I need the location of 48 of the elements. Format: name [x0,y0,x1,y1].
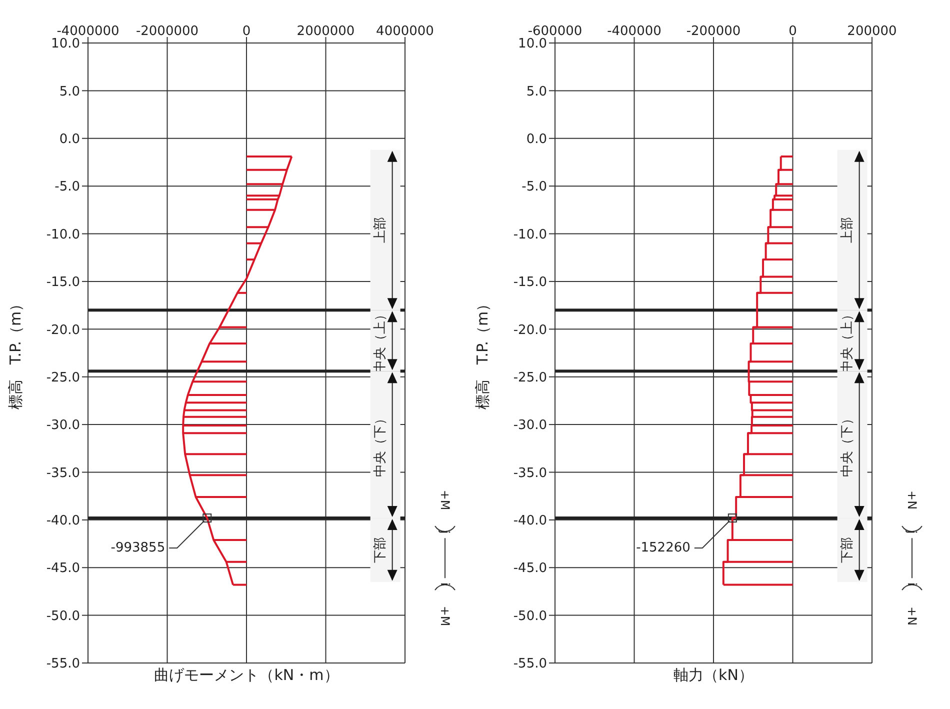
y-tick-label: -5.0 [54,180,80,195]
band-label: 中央（下） [840,412,855,478]
y-tick-label: -45.0 [513,561,547,576]
band-label: 上部 [372,216,388,243]
y-tick-label: -15.0 [513,275,547,290]
y-tick-label: -25.0 [513,370,547,386]
y-tick-label: -10.0 [513,227,547,242]
y-tick-label: -40.0 [46,514,80,529]
y-tick-label: -30.0 [513,418,547,434]
x-axis-title: 軸力（kN） [672,666,754,685]
y-tick-label: -35.0 [513,466,547,481]
y-tick-label: 0.0 [526,132,547,147]
y-tick-label: -55.0 [46,656,80,672]
y-tick-label: -55.0 [513,656,547,672]
y-tick-label: -5.0 [522,180,547,195]
x-tick-label: 0 [242,24,251,39]
band-label: 下部 [840,536,855,563]
y-tick-label: -10.0 [46,227,80,242]
y-tick-label: 10.0 [518,36,547,52]
x-tick-label: -2000000 [136,24,199,39]
x-tick-label: 200000 [847,24,897,39]
y-tick-label: 5.0 [526,84,547,100]
y-tick-label: -25.0 [46,370,80,386]
x-tick-label: -200000 [686,24,741,39]
band-label: 中央（下） [372,412,388,478]
annotation: -152260 [636,540,690,556]
y-tick-label: -20.0 [46,322,80,338]
x-tick-label: -600000 [528,24,582,39]
x-tick-label: -400000 [607,24,662,39]
y-tick-label: -30.0 [46,418,80,434]
y-tick-label: -45.0 [46,561,80,576]
y-tick-label: -50.0 [513,608,547,624]
x-tick-label: 0 [788,24,797,39]
y-tick-label: 5.0 [59,84,80,100]
y-tick-label: -15.0 [46,275,80,290]
x-tick-label: 4000000 [376,24,434,39]
y-tick-label: -35.0 [46,466,80,481]
annotation: -993855 [110,540,166,556]
y-tick-label: 0.0 [59,132,80,147]
y-tick-label: -50.0 [46,608,80,624]
x-tick-label: -4000000 [56,24,120,39]
band-label: 下部 [372,536,388,563]
x-axis-title: 曲げモーメント（kN・m） [153,666,340,685]
y-tick-label: -20.0 [513,322,547,338]
x-tick-label: 2000000 [296,24,355,39]
y-tick-label: 10.0 [51,36,80,52]
y-tick-label: -40.0 [513,514,547,529]
band-label: 上部 [840,216,855,243]
